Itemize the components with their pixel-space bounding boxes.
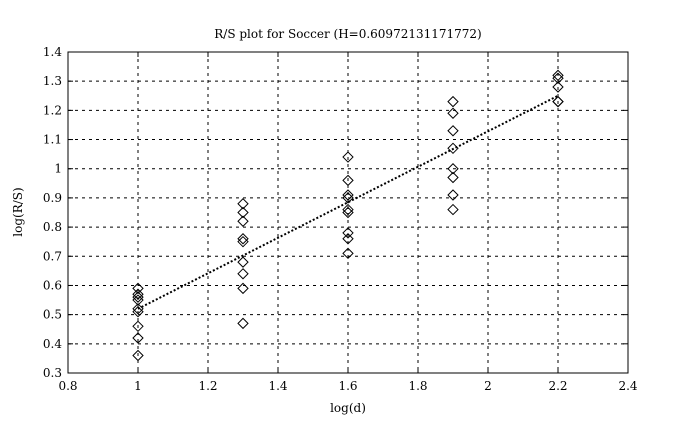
data-point xyxy=(342,227,354,239)
data-point xyxy=(237,206,249,219)
data-point xyxy=(132,349,144,362)
data-point xyxy=(552,69,564,82)
data-point xyxy=(342,247,354,260)
data-point xyxy=(447,125,459,137)
data-point xyxy=(447,142,459,155)
y-tick-label: 1.4 xyxy=(43,45,62,59)
data-point xyxy=(237,215,249,227)
data-point xyxy=(342,151,354,163)
data-point xyxy=(237,233,249,245)
data-point xyxy=(132,306,144,318)
data-point xyxy=(552,95,564,108)
x-tick-label: 1 xyxy=(134,379,142,393)
data-point xyxy=(237,256,249,268)
y-tick-label: 1.3 xyxy=(43,74,62,88)
fit-line-group xyxy=(137,94,559,310)
data-point xyxy=(132,294,144,306)
data-point xyxy=(237,317,249,330)
y-tick-label: 0.6 xyxy=(43,278,62,292)
data-point xyxy=(552,81,564,93)
data-point xyxy=(447,95,459,108)
points xyxy=(132,69,564,362)
x-tick-label: 1.8 xyxy=(408,379,427,393)
y-tick-label: 1 xyxy=(54,162,62,176)
data-point xyxy=(237,268,249,280)
data-point xyxy=(447,163,459,175)
data-point xyxy=(132,282,144,295)
y-tick-label: 0.5 xyxy=(43,308,62,322)
data-point xyxy=(447,189,459,201)
x-tick-label: 2.2 xyxy=(548,379,567,393)
data-point xyxy=(237,198,249,210)
y-tick-label: 0.9 xyxy=(43,191,62,205)
data-point xyxy=(237,282,249,295)
y-tick-label: 0.7 xyxy=(43,249,62,263)
chart-title: R/S plot for Soccer (H=0.60972131171772) xyxy=(214,27,481,41)
y-axis-label: log(R/S) xyxy=(11,187,25,236)
data-point xyxy=(447,203,459,216)
x-tick-label: 2 xyxy=(484,379,492,393)
x-tick-label: 1.6 xyxy=(338,379,357,393)
y-tick-label: 1.1 xyxy=(43,133,62,147)
plot-frame xyxy=(67,51,629,374)
x-tick-label: 0.8 xyxy=(58,379,77,393)
y-tick-label: 0.8 xyxy=(43,220,62,234)
data-point xyxy=(342,192,354,204)
y-tick-label: 1.2 xyxy=(43,103,62,117)
x-tick-label: 1.2 xyxy=(198,379,217,393)
data-point xyxy=(237,235,249,248)
grid xyxy=(68,52,628,373)
data-point xyxy=(132,303,144,315)
data-point xyxy=(342,203,354,216)
data-point xyxy=(342,174,354,187)
data-point xyxy=(552,72,564,84)
x-tick-label: 2.4 xyxy=(618,379,637,393)
fit-line xyxy=(137,94,559,310)
y-tick-label: 0.4 xyxy=(43,337,62,351)
data-point xyxy=(132,332,144,344)
x-tick-label: 1.4 xyxy=(268,379,287,393)
data-point xyxy=(447,107,459,119)
data-point xyxy=(342,206,354,219)
x-axis-label: log(d) xyxy=(330,401,366,415)
y-tick-label: 0.3 xyxy=(43,366,62,380)
data-point xyxy=(132,288,144,300)
data-point xyxy=(342,233,354,245)
data-point xyxy=(132,291,144,303)
data-point xyxy=(342,189,354,201)
ticks: 0.8 1 1.2 1.4 1.6 1.8 2 2.2 2.4 0.3 0.4 0.5 0.6 0.7 0.… xyxy=(43,45,638,393)
data-point xyxy=(132,320,144,333)
data-point xyxy=(447,171,459,184)
